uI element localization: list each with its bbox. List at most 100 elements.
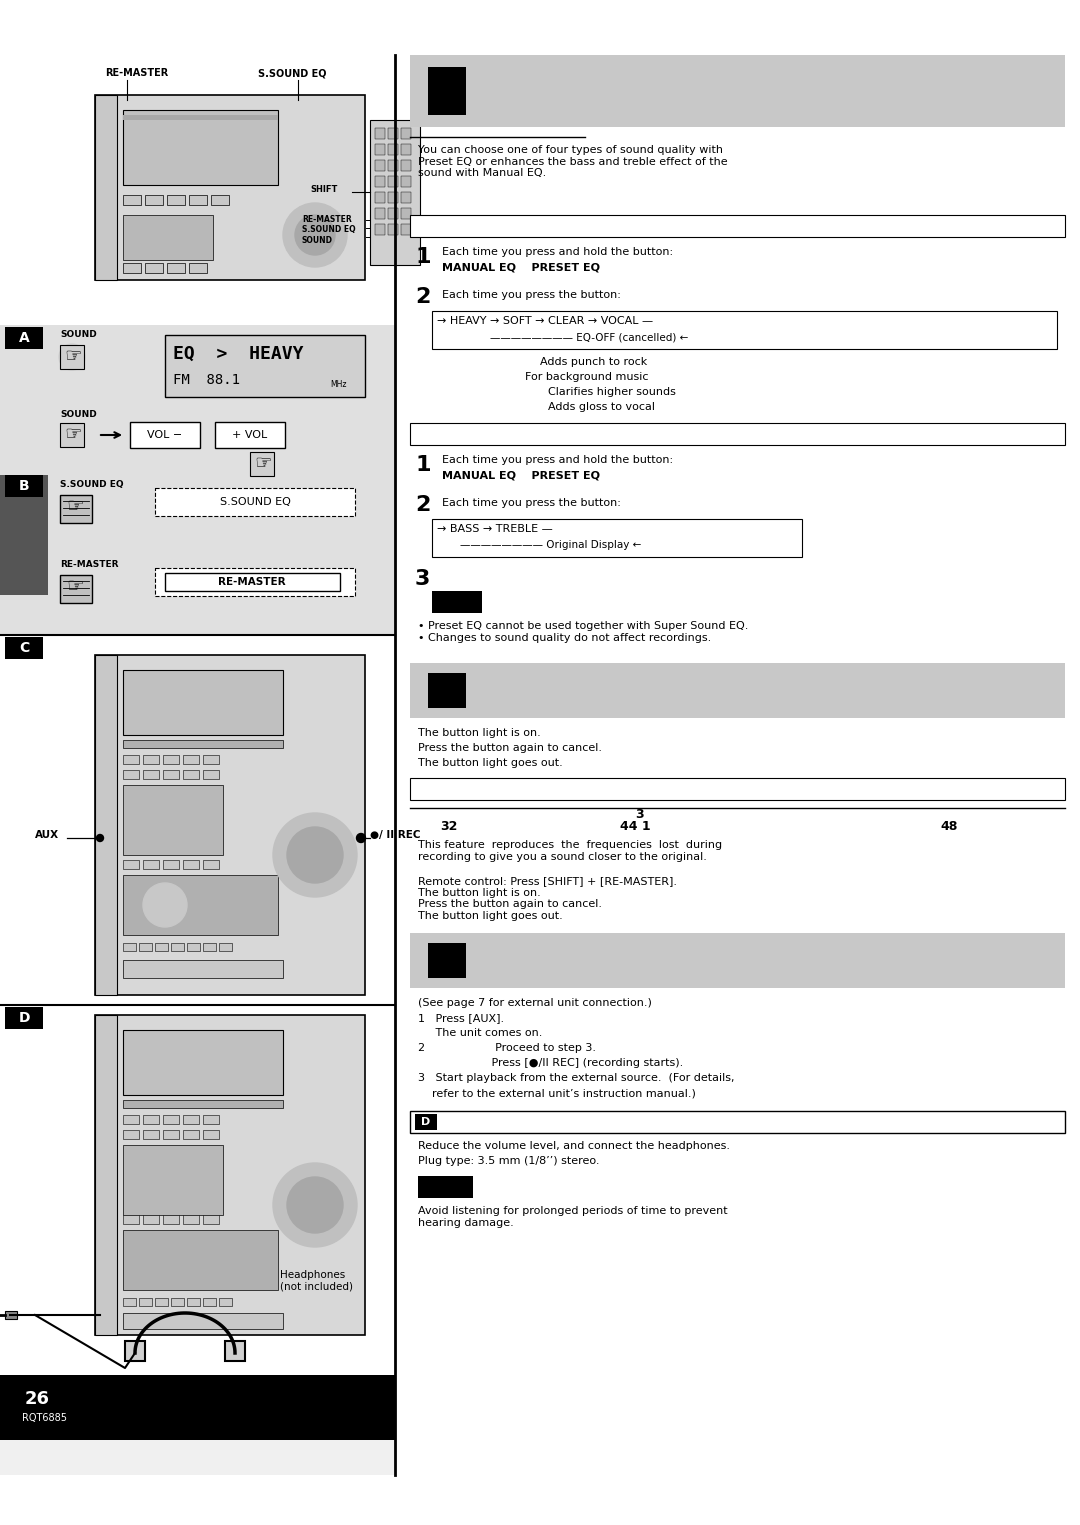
Bar xyxy=(143,860,159,869)
Bar xyxy=(183,1115,199,1124)
Bar xyxy=(388,143,399,156)
Circle shape xyxy=(295,215,335,255)
Bar xyxy=(183,1130,199,1139)
Bar xyxy=(143,1215,159,1225)
Text: For background music: For background music xyxy=(525,372,648,381)
Bar xyxy=(375,128,384,139)
Text: ☞: ☞ xyxy=(64,348,81,366)
Text: This feature  reproduces  the  frequencies  lost  during
recording to give you a: This feature reproduces the frequencies … xyxy=(418,840,723,862)
Bar xyxy=(203,1115,219,1124)
Bar xyxy=(95,656,117,994)
Bar xyxy=(60,345,84,369)
Bar xyxy=(163,1115,179,1124)
Text: Avoid listening for prolonged periods of time to prevent
hearing damage.: Avoid listening for prolonged periods of… xyxy=(418,1206,728,1228)
Text: ☞: ☞ xyxy=(254,454,271,473)
Bar xyxy=(95,95,117,281)
Bar xyxy=(123,1231,278,1290)
Bar xyxy=(415,1113,437,1130)
Bar xyxy=(123,740,283,747)
Bar xyxy=(163,1130,179,1139)
Bar xyxy=(95,1016,365,1334)
Bar xyxy=(428,942,465,978)
Bar xyxy=(410,422,1065,445)
Bar xyxy=(0,474,48,595)
Text: D: D xyxy=(421,1116,431,1127)
Bar xyxy=(375,207,384,220)
Text: 3: 3 xyxy=(415,569,430,589)
Bar xyxy=(225,1340,245,1360)
Bar xyxy=(219,1298,232,1305)
Bar xyxy=(189,195,207,204)
Bar xyxy=(123,195,141,204)
Bar xyxy=(139,1298,152,1305)
Bar xyxy=(156,488,355,515)
Bar xyxy=(95,656,365,994)
Bar xyxy=(143,1130,159,1139)
Text: • Preset EQ cannot be used together with Super Sound EQ.
• Changes to sound qual: • Preset EQ cannot be used together with… xyxy=(418,621,748,642)
Text: MHz: MHz xyxy=(330,380,347,389)
Text: 26: 26 xyxy=(25,1389,50,1408)
Text: Adds gloss to vocal: Adds gloss to vocal xyxy=(548,403,654,412)
Text: 1: 1 xyxy=(415,454,431,474)
Text: Press [●/II REC] (recording starts).: Press [●/II REC] (recording starts). xyxy=(418,1058,684,1068)
Bar xyxy=(171,1298,184,1305)
Circle shape xyxy=(287,1177,343,1234)
Bar xyxy=(123,114,278,120)
Text: C: C xyxy=(18,640,29,656)
Text: → HEAVY → SOFT → CLEAR → VOCAL —: → HEAVY → SOFT → CLEAR → VOCAL — xyxy=(437,316,653,326)
Text: 1: 1 xyxy=(415,247,431,267)
Text: Plug type: 3.5 mm (1/8’’) stereo.: Plug type: 3.5 mm (1/8’’) stereo. xyxy=(418,1156,599,1167)
Text: RE-MASTER: RE-MASTER xyxy=(218,576,286,587)
Bar xyxy=(123,110,278,185)
Text: 44 1: 44 1 xyxy=(620,820,650,833)
Bar xyxy=(211,195,229,204)
Bar xyxy=(123,669,283,735)
Bar xyxy=(123,1115,139,1124)
Bar xyxy=(388,175,399,188)
Text: AUX: AUX xyxy=(35,830,59,840)
Bar xyxy=(375,160,384,171)
Bar xyxy=(432,592,482,613)
Text: VOL −: VOL − xyxy=(147,430,183,441)
Bar xyxy=(187,1298,200,1305)
Text: S.SOUND EQ: S.SOUND EQ xyxy=(258,69,326,78)
Text: S.SOUND EQ: S.SOUND EQ xyxy=(219,497,291,506)
Text: MANUAL EQ    PRESET EQ: MANUAL EQ PRESET EQ xyxy=(442,471,600,480)
Text: + VOL: + VOL xyxy=(232,430,268,441)
Text: Clarifies higher sounds: Clarifies higher sounds xyxy=(548,387,676,397)
Bar xyxy=(375,192,384,203)
Bar xyxy=(163,770,179,779)
Text: ———————— Original Display ←: ———————— Original Display ← xyxy=(460,540,642,551)
Bar xyxy=(388,160,399,171)
Bar xyxy=(156,942,168,952)
Text: 2: 2 xyxy=(415,287,430,307)
Bar xyxy=(123,860,139,869)
Bar xyxy=(123,1298,136,1305)
Bar xyxy=(165,573,340,592)
Bar xyxy=(432,518,802,557)
Text: SHIFT: SHIFT xyxy=(310,185,337,194)
Circle shape xyxy=(287,827,343,883)
Bar xyxy=(203,1298,216,1305)
Bar xyxy=(123,1130,139,1139)
Bar xyxy=(60,575,92,602)
Text: SOUND: SOUND xyxy=(60,410,97,419)
Circle shape xyxy=(273,1164,357,1247)
Bar xyxy=(123,785,222,856)
Text: → BASS → TREBLE —: → BASS → TREBLE — xyxy=(437,525,553,534)
Bar xyxy=(60,422,84,447)
Bar xyxy=(0,325,48,470)
Text: Remote control: Press [SHIFT] + [RE-MASTER].
The button light is on.
Press the b: Remote control: Press [SHIFT] + [RE-MAST… xyxy=(418,875,677,921)
Bar xyxy=(203,942,216,952)
Bar xyxy=(388,192,399,203)
Text: ☞: ☞ xyxy=(66,576,83,596)
Circle shape xyxy=(356,834,365,842)
Bar xyxy=(143,770,159,779)
Text: EQ  >  HEAVY: EQ > HEAVY xyxy=(173,345,303,363)
Bar xyxy=(60,496,92,523)
Bar xyxy=(249,451,274,476)
Text: A: A xyxy=(18,331,29,345)
Bar xyxy=(401,143,411,156)
Text: Each time you press the button:: Each time you press the button: xyxy=(442,290,621,300)
Bar xyxy=(123,1029,283,1095)
